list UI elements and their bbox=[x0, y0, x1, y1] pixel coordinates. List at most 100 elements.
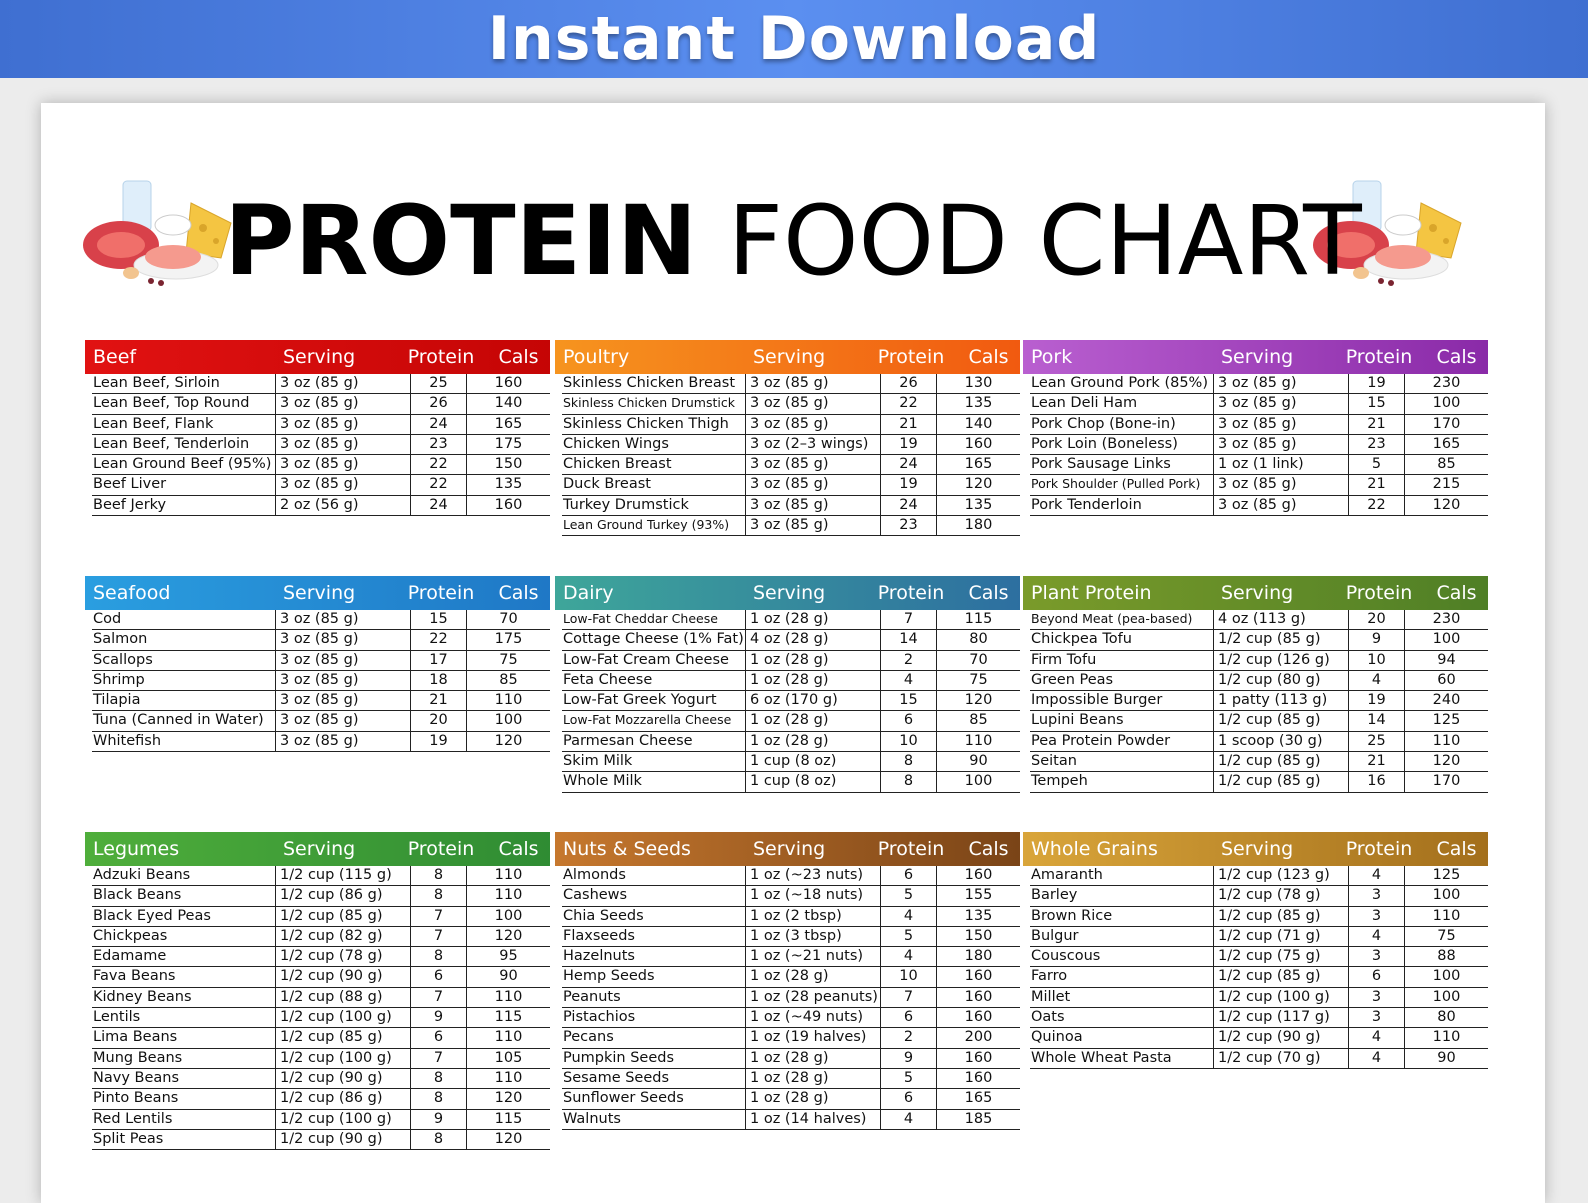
cals-cell: 180 bbox=[964, 517, 993, 534]
serving-cell: 3 oz (85 g) bbox=[746, 455, 881, 475]
cals-cell: 120 bbox=[494, 1130, 523, 1147]
food-name: Pork Shoulder (Pulled Pork) bbox=[1030, 475, 1214, 495]
food-name: Pork Loin (Boneless) bbox=[1030, 434, 1214, 455]
cals-cell: 120 bbox=[494, 927, 523, 944]
food-name: Lean Beef, Flank bbox=[92, 414, 276, 434]
protein-cell: 6 bbox=[881, 1008, 937, 1028]
cals-cell: 215 bbox=[1432, 476, 1461, 493]
serving-cell: 1/2 cup (85 g) bbox=[276, 906, 411, 926]
food-name: Farro bbox=[1030, 967, 1214, 987]
food-name: Skinless Chicken Thigh bbox=[562, 414, 746, 434]
cals-cell: 85 bbox=[969, 712, 988, 729]
cals-cell: 135 bbox=[964, 496, 993, 513]
table-row: Walnuts 1 oz (14 halves) 4 185 bbox=[562, 1109, 1020, 1130]
table-row: Feta Cheese 1 oz (28 g) 4 75 bbox=[562, 670, 1020, 692]
cals-cell: 70 bbox=[499, 611, 518, 627]
cals-cell: 150 bbox=[964, 927, 993, 944]
protein-cell: 10 bbox=[881, 967, 937, 987]
protein-cell: 3 bbox=[1349, 947, 1405, 967]
table-row: Salmon 3 oz (85 g) 22 175 bbox=[92, 630, 550, 651]
food-name: Lean Ground Turkey (93%) bbox=[562, 516, 746, 536]
protein-cell: 22 bbox=[1349, 495, 1405, 516]
protein-cell: 10 bbox=[1349, 650, 1405, 670]
table-row: Tilapia 3 oz (85 g) 21 110 bbox=[92, 691, 550, 712]
food-name: Almonds bbox=[562, 866, 746, 886]
food-name: Fava Beans bbox=[92, 967, 276, 987]
serving-cell: 3 oz (85 g) bbox=[276, 691, 411, 711]
serving-cell: 1/2 cup (82 g) bbox=[276, 926, 411, 947]
serving-cell: 1 patty (113 g) bbox=[1214, 691, 1349, 711]
table-row: Fava Beans 1/2 cup (90 g) 6 90 bbox=[92, 967, 550, 988]
protein-header: Protein bbox=[407, 838, 475, 860]
protein-header: Protein bbox=[1345, 838, 1413, 860]
cals-cell: 115 bbox=[964, 611, 993, 627]
food-name: Lean Beef, Tenderloin bbox=[92, 434, 276, 455]
serving-cell: 1 oz (14 halves) bbox=[746, 1109, 881, 1129]
serving-cell: 3 oz (85 g) bbox=[746, 394, 881, 414]
food-name: Chicken Breast bbox=[562, 455, 746, 475]
cals-cell: 100 bbox=[1432, 631, 1461, 648]
cals-cell: 135 bbox=[964, 395, 993, 412]
table-row: Pork Tenderloin 3 oz (85 g) 22 120 bbox=[1030, 495, 1488, 517]
protein-cell: 24 bbox=[881, 455, 937, 475]
food-name: Low-Fat Mozzarella Cheese bbox=[562, 711, 746, 731]
serving-cell: 4 oz (113 g) bbox=[1214, 610, 1349, 630]
protein-cell: 7 bbox=[881, 610, 937, 630]
food-name: Flaxseeds bbox=[562, 926, 746, 947]
serving-cell: 3 oz (85 g) bbox=[276, 394, 411, 414]
cals-cell: 120 bbox=[964, 476, 993, 493]
table-row: Skinless Chicken Drumstick 3 oz (85 g) 22 1… bbox=[562, 394, 1020, 415]
cals-cell: 95 bbox=[499, 948, 518, 965]
category-title: Beef bbox=[93, 346, 137, 368]
food-name: Amaranth bbox=[1030, 866, 1214, 886]
protein-cell: 19 bbox=[881, 475, 937, 495]
protein-cell: 21 bbox=[1349, 752, 1405, 772]
table-header: Beef Serving Protein Cals bbox=[85, 340, 550, 374]
table-row: Beyond Meat (pea-based) 4 oz (113 g) 20 230 bbox=[1030, 610, 1488, 631]
serving-cell: 1 oz (~23 nuts) bbox=[746, 866, 881, 886]
table-row: Lean Beef, Top Round 3 oz (85 g) 26 140 bbox=[92, 394, 550, 415]
instant-download-banner: Instant Download bbox=[0, 0, 1588, 78]
category-title: Pork bbox=[1031, 346, 1073, 368]
serving-cell: 3 oz (85 g) bbox=[276, 630, 411, 650]
serving-cell: 1/2 cup (86 g) bbox=[276, 886, 411, 906]
protein-header: Protein bbox=[1345, 582, 1413, 604]
table-row: Tuna (Canned in Water) 3 oz (85 g) 20 100 bbox=[92, 711, 550, 732]
food-name: Pork Sausage Links bbox=[1030, 455, 1214, 475]
food-name: Pork Chop (Bone-in) bbox=[1030, 414, 1214, 434]
protein-cell: 9 bbox=[411, 1109, 467, 1129]
protein-cell: 19 bbox=[1349, 691, 1405, 711]
protein-cell: 10 bbox=[881, 731, 937, 752]
cals-cell: 135 bbox=[964, 907, 993, 924]
table-row: Tempeh 1/2 cup (85 g) 16 170 bbox=[1030, 772, 1488, 793]
food-name: Peanuts bbox=[562, 987, 746, 1008]
table-row: Black Eyed Peas 1/2 cup (85 g) 7 100 bbox=[92, 906, 550, 927]
food-name: Beyond Meat (pea-based) bbox=[1030, 610, 1214, 630]
food-name: Brown Rice bbox=[1030, 906, 1214, 926]
cals-cell: 120 bbox=[1432, 496, 1461, 513]
protein-cell: 22 bbox=[411, 475, 467, 495]
serving-cell: 3 oz (85 g) bbox=[276, 670, 411, 691]
food-name: Cod bbox=[92, 610, 276, 630]
serving-cell: 3 oz (85 g) bbox=[1214, 495, 1349, 516]
table-row: Impossible Burger 1 patty (113 g) 19 240 bbox=[1030, 691, 1488, 712]
food-name: Pumpkin Seeds bbox=[562, 1048, 746, 1068]
cals-cell: 165 bbox=[964, 456, 993, 473]
table-row: Sunflower Seeds 1 oz (28 g) 6 165 bbox=[562, 1089, 1020, 1110]
food-name: Pork Tenderloin bbox=[1030, 495, 1214, 516]
serving-cell: 1 oz (28 g) bbox=[746, 731, 881, 752]
cals-cell: 115 bbox=[494, 1110, 523, 1127]
serving-cell: 4 oz (28 g) bbox=[746, 630, 881, 650]
food-name: Couscous bbox=[1030, 947, 1214, 967]
food-name: Seitan bbox=[1030, 752, 1214, 772]
serving-cell: 3 oz (85 g) bbox=[276, 434, 411, 455]
cals-cell: 200 bbox=[964, 1029, 993, 1046]
table-row: Pumpkin Seeds 1 oz (28 g) 9 160 bbox=[562, 1048, 1020, 1069]
food-name: Edamame bbox=[92, 947, 276, 967]
serving-cell: 1 oz (28 g) bbox=[746, 1089, 881, 1109]
cals-cell: 175 bbox=[494, 631, 523, 648]
cals-cell: 165 bbox=[1432, 435, 1461, 452]
protein-cell: 5 bbox=[881, 1068, 937, 1089]
food-illustration-icon bbox=[1313, 180, 1462, 286]
category-title: Poultry bbox=[563, 346, 630, 368]
